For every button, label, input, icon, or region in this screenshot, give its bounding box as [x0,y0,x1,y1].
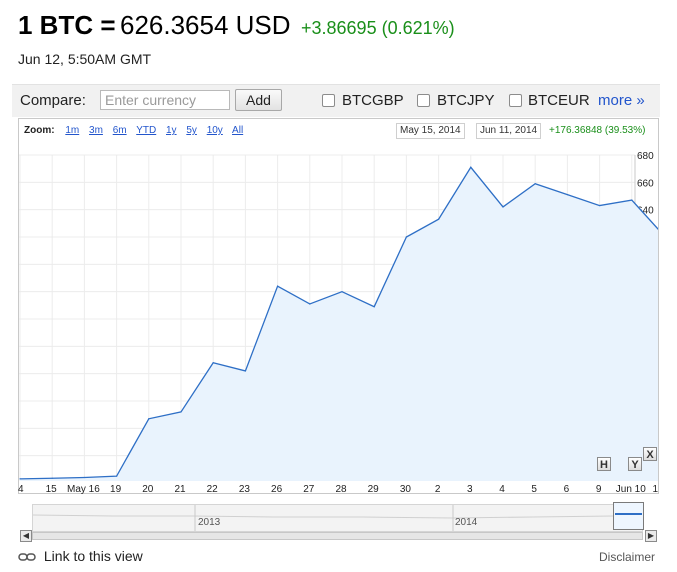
checkbox-btceur[interactable] [509,94,522,107]
checkbox-btcjpy[interactable] [417,94,430,107]
zoom-label: Zoom: [24,125,55,136]
overview-band[interactable] [32,504,643,532]
price-change: +3.86695 (0.621%) [301,18,455,38]
link-to-view-label[interactable]: Link to this view [43,548,143,564]
x-tick-label: 5 [531,484,537,495]
compare-bar: Compare: Add BTCGBP BTCJPY BTCEUR more » [12,84,660,117]
data-point [83,476,85,479]
quote-date: Jun 12, 5:50AM GMT [18,51,152,67]
y-tick-label: 680 [637,151,654,162]
x-tick-label: 4 [18,484,24,495]
x-tick-label: 28 [335,484,347,495]
zoom-all[interactable]: All [232,125,244,136]
x-tick-label: 15 [45,484,57,495]
data-point [309,303,311,305]
hide-button[interactable]: H [597,457,611,471]
x-tick-label: 9 [595,484,602,495]
compare-currency-input[interactable] [100,90,230,110]
data-point [566,194,569,196]
link-to-view[interactable]: Link to this view [18,548,143,564]
zoom-ytd[interactable]: YTD [136,125,157,136]
data-point [405,236,407,238]
x-tick-label: 22 [206,484,218,495]
overview-selection-handle[interactable] [613,502,644,530]
data-point [341,291,343,293]
data-point [373,306,375,308]
overview-year-2013: 2013 [198,517,221,528]
data-point [19,478,21,480]
compare-label: Compare: [20,92,86,109]
y-tick-label: 660 [637,178,654,189]
add-button[interactable]: Add [235,89,282,111]
x-tick-label: Jun 10 [615,484,646,495]
data-point [277,285,279,287]
y-tick-label: 640 [637,206,654,217]
x-tick-label: 27 [303,484,315,495]
x-tick-label: 1 [652,484,658,495]
x-tick-label: 3 [467,484,473,495]
zoom-controls: Zoom: 1m 3m 6m YTD 1y 5y 10y All [24,125,250,136]
data-point [631,199,633,201]
x-tick-label: 2 [434,484,441,495]
zoom-10y[interactable]: 10y [206,125,223,136]
zoom-3m[interactable]: 3m [89,125,103,136]
data-point [470,166,472,168]
overview-selection-line [615,513,642,515]
data-point [180,411,182,413]
data-point [51,477,53,479]
price-header: 1 BTC = 626.3654 USD +3.86695 (0.621%) [18,10,455,41]
data-point [244,370,246,372]
x-tick-label: 21 [174,484,186,495]
price-chart[interactable]: 440460480500520540560580600620640660680 [19,119,658,481]
x-tick-label: 20 [142,484,154,495]
more-link[interactable]: more » [598,92,645,109]
scroll-right-arrow-icon[interactable]: ▶ [645,530,657,542]
x-tick-label: 6 [563,484,570,495]
range-end[interactable]: Jun 11, 2014 [476,123,542,139]
overview-sparkline [33,505,642,531]
price-value: 626.3654 USD [119,10,291,40]
range-change: +176.36848 (39.53%) [549,125,646,136]
data-point [502,206,504,208]
compare-option-btcjpy[interactable]: BTCJPY [437,92,495,109]
data-point [534,183,536,185]
data-point [116,475,118,477]
disclaimer-link[interactable]: Disclaimer [599,550,656,564]
zoom-5y[interactable]: 5y [186,125,197,136]
x-axis: 4 15 May 16 19 20 21 22 23 26 27 28 29 30 2 3 4 5 6 9 Jun 1… [18,482,659,498]
data-point [599,204,601,207]
x-tick-label: 4 [499,484,505,495]
btc-label: 1 BTC = [18,10,116,40]
data-point [148,418,150,420]
x-tick-label: May 16 [66,484,100,495]
compare-option-btcgbp[interactable]: BTCGBP [342,92,404,109]
zoom-6m[interactable]: 6m [112,125,127,136]
overview-navigator[interactable]: 2013 2014 ◀ ▶ [18,500,659,544]
scroll-left-arrow-icon[interactable]: ◀ [20,530,32,542]
series-area [20,167,658,481]
chart-frame: Zoom: 1m 3m 6m YTD 1y 5y 10y All May 15,… [18,118,659,494]
x-tick-label: 19 [110,484,122,495]
x-tick-label: 29 [367,484,379,495]
x-tick-label: 26 [271,484,283,495]
data-point [212,362,214,364]
range-start[interactable]: May 15, 2014 [396,123,465,139]
link-icon [18,548,40,564]
zoom-1m[interactable]: 1m [65,125,80,136]
x-tick-label: 30 [399,484,411,495]
close-marker-button[interactable]: X [643,447,657,461]
compare-option-btceur[interactable]: BTCEUR [528,92,590,109]
zoom-1y[interactable]: 1y [166,125,177,136]
overview-scrollbar[interactable] [32,532,643,540]
data-point [438,218,440,220]
overview-year-2014: 2014 [455,517,478,528]
x-tick-label: 23 [238,484,250,495]
checkbox-btcgbp[interactable] [322,94,335,107]
year-button[interactable]: Y [628,457,642,471]
